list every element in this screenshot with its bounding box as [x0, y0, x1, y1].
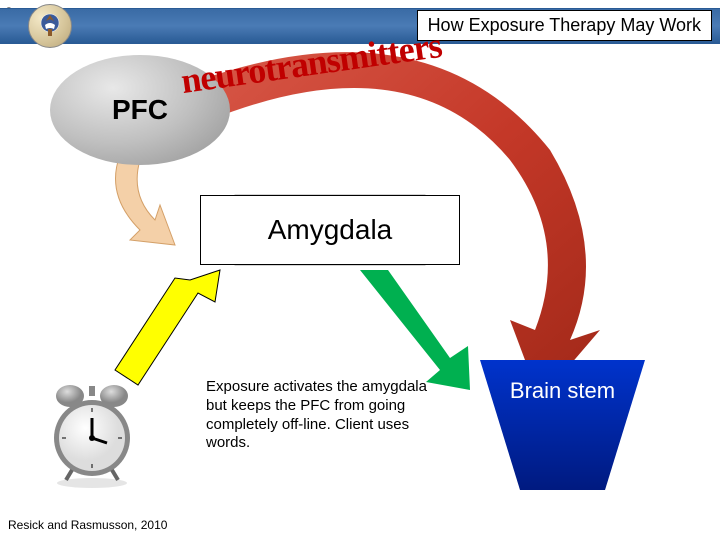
slide-title: How Exposure Therapy May Work: [417, 10, 712, 41]
explanation-text: Exposure activates the amygdala but keep…: [206, 378, 436, 453]
va-seal-icon: [28, 4, 72, 48]
alarm-clock-icon: [42, 378, 142, 488]
amygdala-label: Amygdala: [268, 214, 393, 246]
pfc-label: PFC: [112, 94, 168, 126]
citation: Resick and Rasmusson, 2010: [8, 518, 167, 532]
brainstem-label: Brain stem: [485, 378, 640, 404]
amygdala-node: Amygdala: [200, 195, 460, 265]
